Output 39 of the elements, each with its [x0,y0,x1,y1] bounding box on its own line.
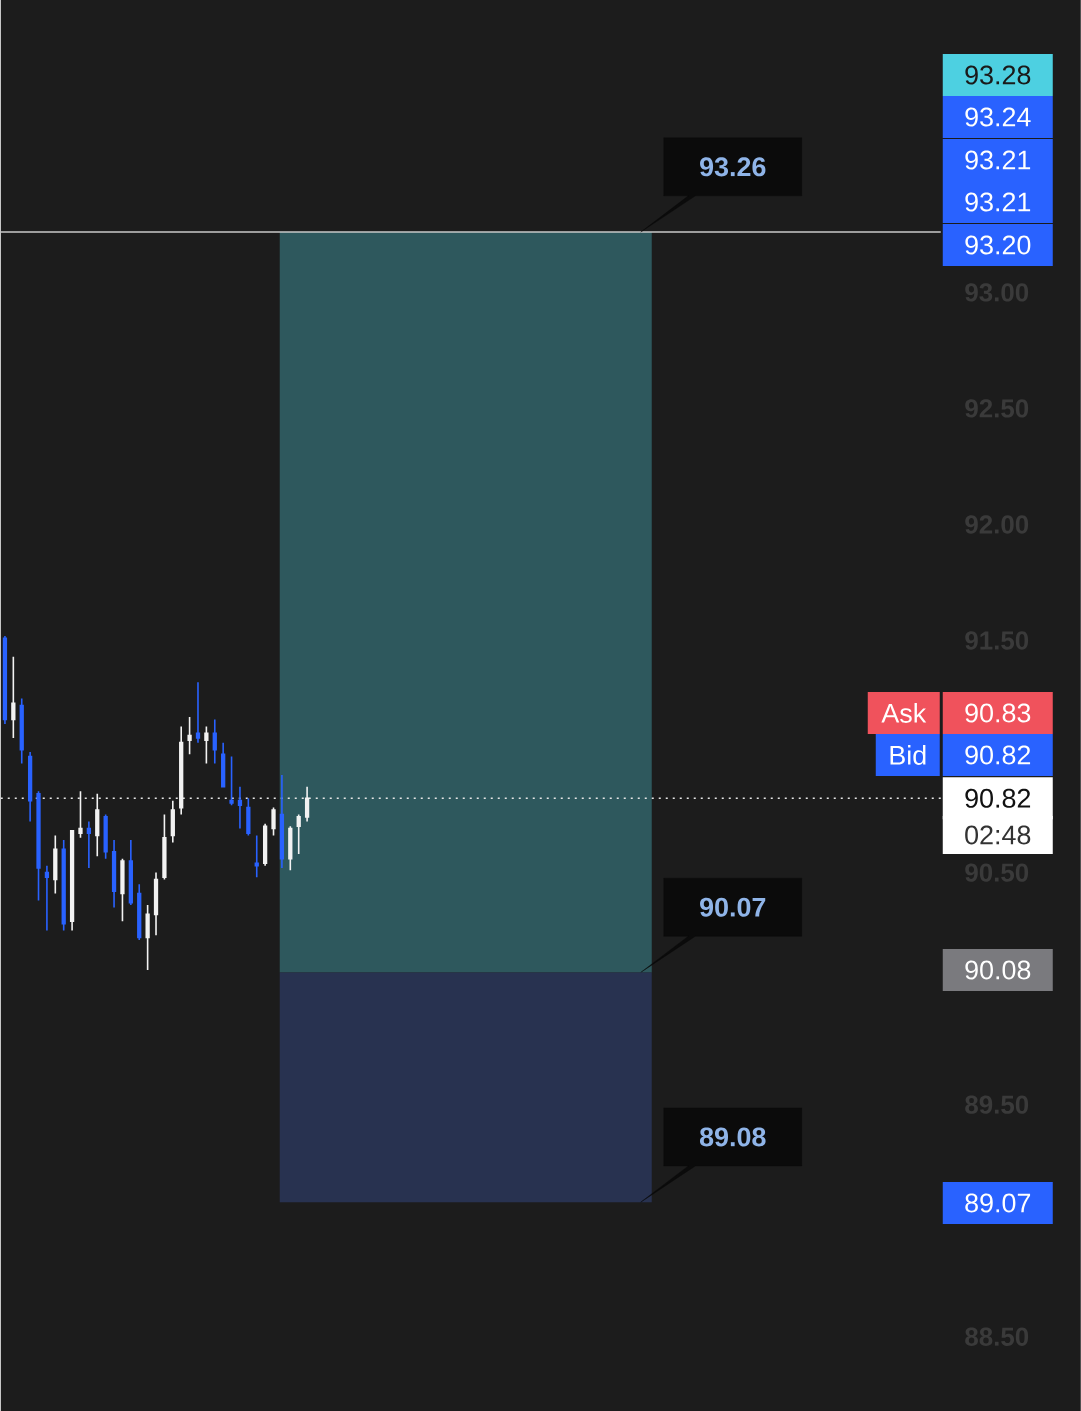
text: 93.24 [965,107,1031,127]
candlestick [11,655,16,739]
candlestick [170,799,176,844]
text: 93.21 [965,150,1031,170]
candlestick [237,785,243,830]
candlestick [254,834,259,879]
candlestick [204,725,209,765]
band-label: 90.07 [700,897,766,917]
annotation: Bid [890,745,926,765]
candlestick [44,864,50,932]
candlestick [154,871,159,937]
ref-line-label: 93.26 [700,157,766,177]
candlestick [162,813,167,881]
text: 90.08 [965,960,1031,980]
text: 02:48 [965,825,1031,845]
text: 90.83 [965,703,1031,723]
annotation: Ask [881,703,927,723]
candlestick [271,806,276,837]
ref-line-label: 90.82 [965,788,1031,808]
candlestick [187,716,192,756]
candlestick [195,681,201,744]
candlestick [120,857,125,923]
candlestick [296,813,301,855]
text: 93.21 [965,192,1031,212]
candlestick [229,755,234,807]
text: 93.20 [965,235,1031,255]
candlestick [19,697,24,765]
candlestick [128,839,134,906]
candlestick [112,839,117,909]
candlestick [279,774,285,869]
candlestick [86,820,92,869]
candlestick [145,904,150,971]
text: 93.28 [965,65,1031,85]
candlestick [36,790,41,902]
candlestick [212,718,218,765]
text: 90.82 [965,745,1031,765]
candlestick [28,751,33,823]
text: 89.07 [965,1193,1031,1213]
band-label: 89.08 [700,1127,766,1147]
